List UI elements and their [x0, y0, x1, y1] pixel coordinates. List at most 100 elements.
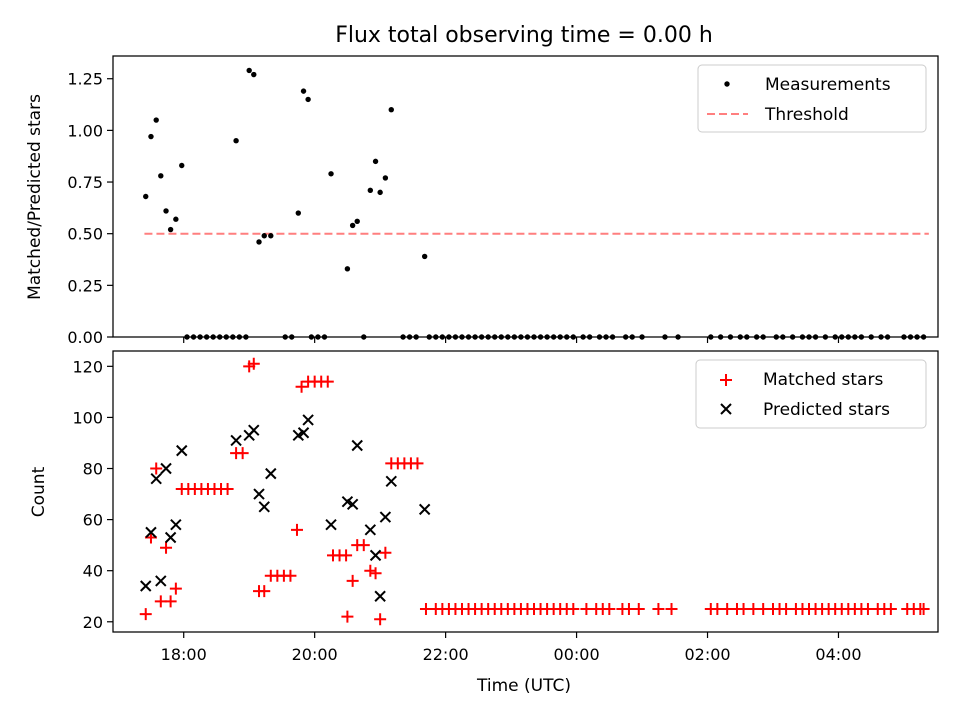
measurement-point — [459, 334, 465, 340]
matched-point — [164, 595, 177, 608]
measurement-point — [708, 334, 714, 340]
bottom-y-ticks: 20 40 60 80 100 120 — [72, 357, 113, 632]
matched-point — [236, 447, 249, 460]
measurement-point — [282, 334, 288, 340]
matched-point — [340, 549, 353, 562]
measurement-point — [773, 334, 779, 340]
measurement-point — [868, 334, 874, 340]
measurement-point — [812, 334, 819, 340]
y-tick-label: 40 — [83, 562, 103, 581]
predicted-point — [374, 590, 386, 602]
matched-point — [247, 357, 260, 370]
measurement-point — [845, 334, 851, 340]
measurement-point — [243, 334, 249, 340]
measurement-point — [907, 334, 914, 340]
matched-point — [357, 539, 370, 552]
x-axis-label: Time (UTC) — [476, 676, 571, 696]
matched-point — [567, 603, 580, 616]
measurement-point — [662, 334, 668, 340]
y-tick-label: 60 — [83, 511, 103, 530]
measurement-point — [839, 334, 845, 340]
measurement-point — [531, 334, 537, 340]
measurement-point — [197, 334, 203, 340]
measurement-point — [550, 334, 557, 340]
predicted-point — [258, 501, 270, 513]
measurement-point — [354, 218, 360, 224]
bottom-panel: 20 40 60 80 100 120 18:00 20:00 22:00 00:00 02:00… — [29, 350, 939, 696]
predicted-point — [297, 427, 310, 439]
measurement-point — [230, 334, 236, 340]
measurement-point — [173, 216, 179, 222]
matched-point — [379, 546, 392, 559]
measurement-point — [737, 334, 743, 340]
matched-point — [150, 462, 163, 475]
measurement-point — [372, 158, 379, 165]
predicted-point — [302, 414, 314, 426]
measurement-point — [256, 239, 262, 245]
predicted-point — [379, 511, 392, 523]
measurement-point — [858, 334, 865, 340]
matched-point — [374, 613, 387, 626]
x-tick-label: 02:00 — [684, 645, 730, 664]
legend-predicted-label: Predicted stars — [763, 400, 890, 420]
measurement-point — [300, 88, 307, 94]
measurement-point — [675, 334, 681, 340]
measurement-point — [148, 133, 154, 140]
measurement-point — [505, 334, 511, 340]
predicted-point — [346, 498, 359, 510]
matched-point — [160, 541, 173, 554]
measurement-point — [586, 334, 593, 340]
measurement-point — [153, 117, 159, 123]
measurement-point — [406, 334, 413, 340]
measurement-point — [609, 334, 616, 340]
measurement-point — [246, 67, 252, 74]
matched-point — [341, 610, 354, 623]
predicted-point — [265, 467, 277, 480]
y-tick-label: 20 — [83, 613, 103, 632]
measurement-point — [289, 334, 295, 340]
measurement-point — [421, 253, 428, 260]
measurement-point — [789, 334, 796, 340]
predicted-point — [364, 524, 377, 536]
matched-point — [258, 585, 271, 598]
measurement-point — [780, 334, 786, 340]
measurement-point — [261, 233, 267, 239]
matched-point — [603, 603, 616, 616]
y-tick-label: 120 — [72, 357, 103, 376]
legend-matched-label: Matched stars — [763, 370, 883, 390]
measurement-point — [485, 334, 491, 340]
bottom-axes-frame — [112, 350, 939, 633]
predicted-point — [351, 439, 363, 452]
measurement-point — [295, 210, 301, 216]
y-tick-label: 0.00 — [67, 328, 103, 347]
measurement-point — [822, 334, 829, 340]
measurement-point — [920, 334, 927, 340]
matched-point — [290, 523, 303, 536]
x-tick-label: 20:00 — [292, 645, 338, 664]
measurement-point — [344, 266, 351, 272]
measurement-point — [400, 334, 406, 340]
matched-point — [632, 603, 645, 616]
measurement-point — [217, 334, 223, 340]
predicted-points — [140, 414, 431, 602]
measurement-point — [744, 334, 750, 340]
measurement-point — [544, 334, 550, 340]
predicted-point — [150, 473, 162, 485]
predicted-point — [160, 462, 172, 475]
x-tick-label: 00:00 — [554, 645, 600, 664]
measurement-point — [426, 334, 432, 340]
measurement-point — [167, 226, 174, 233]
measurement-point — [639, 334, 645, 340]
measurement-point — [349, 222, 356, 229]
measurement-point — [308, 334, 315, 340]
measurement-point — [832, 334, 838, 340]
legend-measurements-marker — [724, 81, 730, 87]
measurement-point — [557, 334, 563, 340]
measurement-point — [580, 334, 586, 340]
x-tick-label: 04:00 — [815, 645, 861, 664]
predicted-point — [145, 526, 157, 539]
measurement-point — [179, 162, 185, 169]
predicted-point — [418, 503, 431, 516]
measurement-point — [413, 334, 419, 340]
y-tick-label: 80 — [83, 460, 103, 479]
